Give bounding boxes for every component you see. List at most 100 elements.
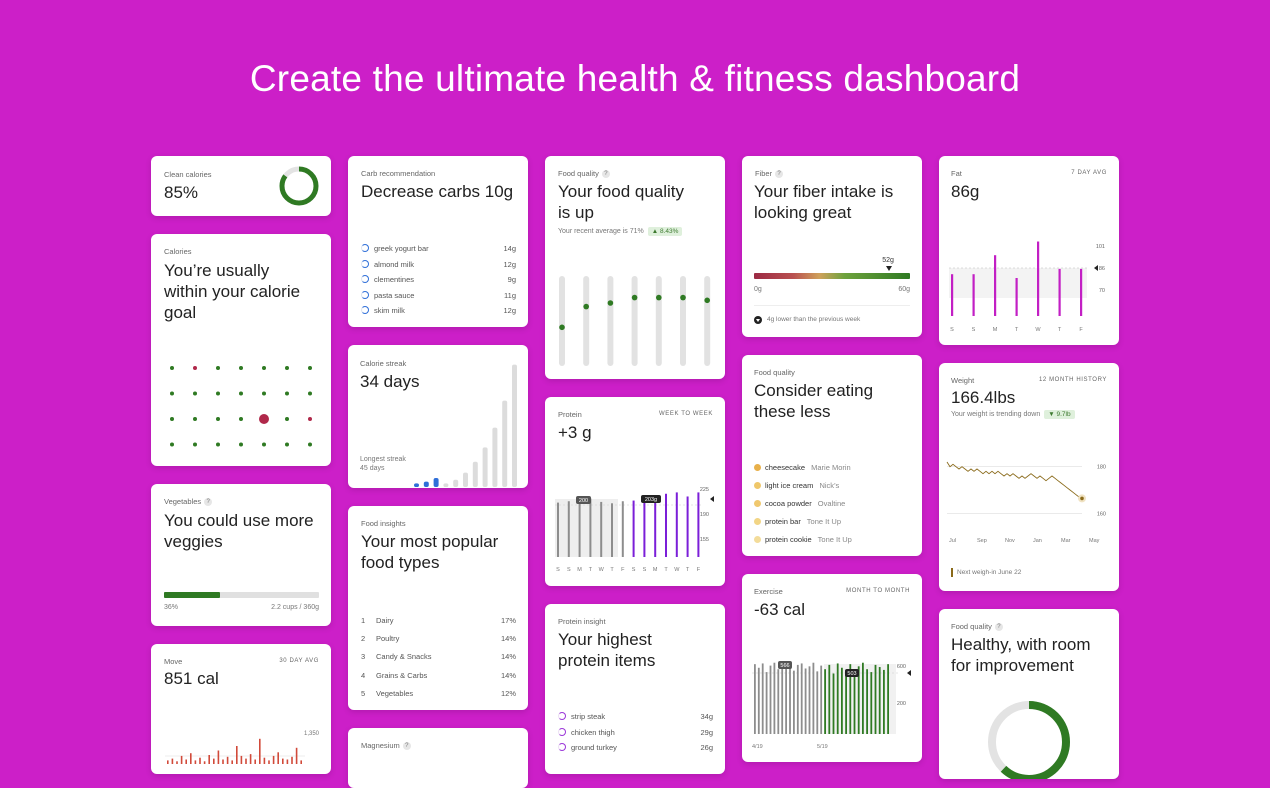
quality-track (559, 276, 565, 366)
help-icon[interactable]: ? (402, 742, 411, 750)
fiber-note: 4g lower than the previous week (767, 316, 861, 323)
next-weigh-in-marker (951, 568, 953, 577)
food-brand: Marie Morin (809, 463, 851, 472)
weight-y-tick: 160 (1097, 511, 1106, 517)
calorie-day-dot (216, 417, 220, 421)
week-band (555, 499, 618, 557)
calorie-day-dot (262, 391, 266, 396)
protein-card[interactable]: Protein WEEK TO WEEK +3 g 200 203g 225 190 1… (545, 397, 725, 586)
calories-card[interactable]: Calories You’re usually within your calo… (151, 234, 331, 466)
eat-less-card[interactable]: Food quality Consider eating these less … (742, 355, 922, 556)
protein-bar (675, 492, 678, 557)
exercise-bar (820, 665, 823, 734)
streak-card[interactable]: Calorie streak 34 days Longest streak 45… (348, 345, 528, 488)
callout-bg (576, 496, 591, 504)
exercise-callout-a: 566 (780, 663, 789, 669)
fiber-gradient-bar (754, 273, 910, 279)
protein-items-card[interactable]: Protein insight Your highest protein ite… (545, 604, 725, 774)
card-label: Food insights (361, 519, 406, 528)
card-label: Protein (558, 410, 582, 419)
exercise-bar-chart: 566 503 600 200 4/19 5/19 (752, 661, 911, 750)
card-tag: 7 DAY AVG (1071, 170, 1107, 176)
magnesium-card[interactable]: Magnesium? (348, 728, 528, 788)
carb-card[interactable]: Carb recommendation Decrease carbs 10g g… (348, 156, 528, 327)
help-icon[interactable]: ? (775, 170, 784, 178)
weight-delta-badge: ▼ 9.7lb (1044, 410, 1075, 419)
weight-x-label: Mar (1061, 538, 1071, 544)
exercise-x-label: 5/19 (817, 744, 828, 750)
card-tag: MONTH TO MONTH (846, 588, 910, 594)
food-quality-up-card[interactable]: Food quality? Your food quality is up Yo… (545, 156, 725, 379)
weight-value: 166.4lbs (951, 388, 1016, 407)
protein-day-label: S (567, 567, 571, 573)
streak-bar (472, 461, 478, 487)
calorie-day-dot (285, 442, 289, 447)
callout-bg (778, 661, 792, 669)
move-bar (231, 760, 233, 764)
exercise-bar (841, 667, 843, 734)
weight-card[interactable]: Weight 12 MONTH HISTORY 166.4lbs Your we… (939, 363, 1119, 591)
fat-bar (994, 255, 997, 316)
fat-day-label: F (1079, 327, 1083, 333)
protein-bar (643, 498, 646, 557)
clean-calories-card[interactable]: Clean calories 85% (151, 156, 331, 216)
card-title: Your fiber intake is looking great (754, 182, 894, 222)
callout-bg (845, 669, 859, 677)
quality-track (583, 276, 590, 366)
card-label-row: Food quality? (951, 622, 1003, 631)
protein-callout-a: 200 (579, 498, 588, 504)
protein-item-value: 29g (700, 727, 713, 737)
eat-less-item: cheesecake Marie Morin (765, 463, 851, 472)
help-icon[interactable]: ? (204, 498, 213, 506)
protein-day-label: M (653, 567, 658, 573)
move-card[interactable]: Move 30 DAY AVG 851 cal 1,350 (151, 644, 331, 774)
move-bar (217, 750, 220, 764)
fat-bar (1058, 268, 1061, 316)
fat-day-label: S (972, 327, 976, 333)
card-label: Protein insight (558, 617, 606, 626)
protein-item-name: strip steak (571, 712, 606, 721)
weight-line-chart: 180 160 Jul Sep Nov Jan Mar May (946, 461, 1106, 544)
card-label: Exercise (754, 587, 783, 596)
eat-less-item: cocoa powder Ovaltine (765, 499, 845, 508)
food-dot-icon (754, 482, 761, 489)
protein-day-label: S (632, 567, 636, 573)
exercise-y-tick: 600 (897, 664, 906, 670)
exercise-bar (765, 672, 768, 734)
carb-item-value: 14g (503, 244, 516, 253)
fiber-card[interactable]: Fiber? Your fiber intake is looking grea… (742, 156, 922, 337)
exercise-bar (777, 669, 780, 734)
food-insights-card[interactable]: Food insights Your most popular food typ… (348, 506, 528, 710)
help-icon[interactable]: ? (601, 170, 610, 178)
weight-x-label: Jan (1033, 538, 1042, 544)
streak-bar (414, 483, 419, 487)
fat-value: 86g (951, 182, 980, 201)
protein-bar (686, 496, 689, 557)
streak-bar (443, 483, 449, 487)
exercise-callout-b: 503 (847, 671, 856, 677)
protein-y-tick: 155 (700, 537, 709, 543)
fat-card[interactable]: Fat 7 DAY AVG 86g 101 86 70 S S M T W T F (939, 156, 1119, 345)
exercise-bar (773, 662, 776, 734)
food-dot-icon (754, 464, 761, 471)
quality-ring (988, 701, 1070, 779)
quality-dot (583, 303, 589, 310)
weight-trend-text: Your weight is trending down (951, 411, 1041, 418)
exercise-bar (769, 665, 772, 734)
carb-item-value: 9g (507, 275, 516, 284)
quality-room-card[interactable]: Food quality? Healthy, with room for imp… (939, 609, 1119, 779)
exercise-bar (866, 669, 868, 734)
progress-ring-icon (558, 743, 566, 751)
exercise-bar (887, 664, 889, 734)
carb-item-value: 11g (504, 290, 516, 300)
longest-streak-value: 45 days (360, 465, 385, 472)
streak-value: 34 days (360, 372, 420, 391)
food-type-value: 14% (500, 652, 516, 662)
vegetables-card[interactable]: Vegetables? You could use more veggies 3… (151, 484, 331, 626)
card-title: You’re usually within your calorie goal (164, 261, 301, 322)
card-label: Fiber (755, 169, 773, 178)
move-bar (263, 757, 266, 764)
next-weigh-in: Next weigh-in June 22 (957, 569, 1022, 576)
exercise-card[interactable]: Exercise MONTH TO MONTH -63 cal 566 503 60… (742, 574, 922, 762)
help-icon[interactable]: ? (994, 623, 1003, 631)
